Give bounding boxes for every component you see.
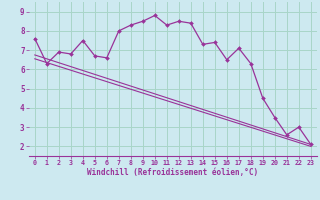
X-axis label: Windchill (Refroidissement éolien,°C): Windchill (Refroidissement éolien,°C) (87, 168, 258, 177)
